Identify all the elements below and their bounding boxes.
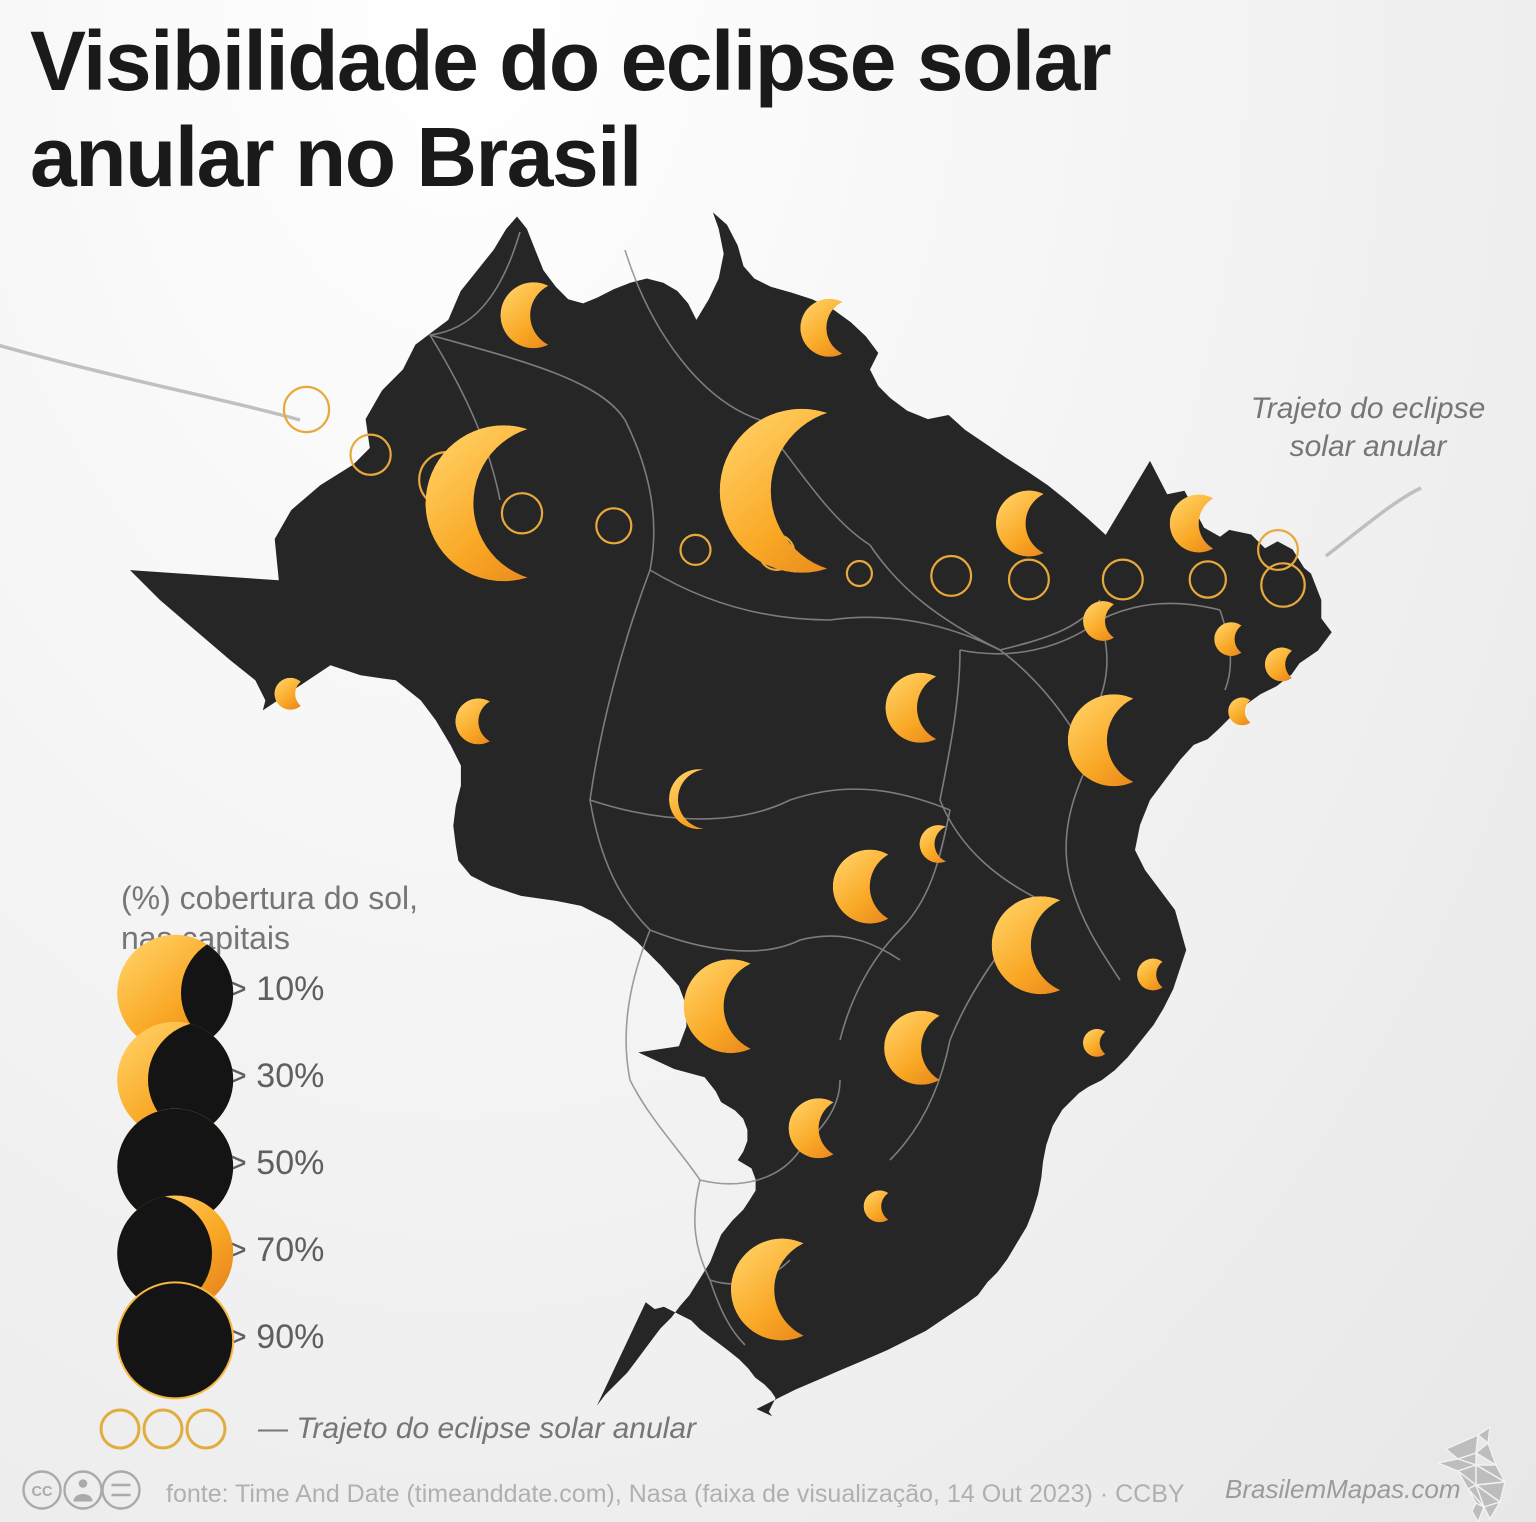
svg-text:CC: CC (32, 1484, 53, 1500)
